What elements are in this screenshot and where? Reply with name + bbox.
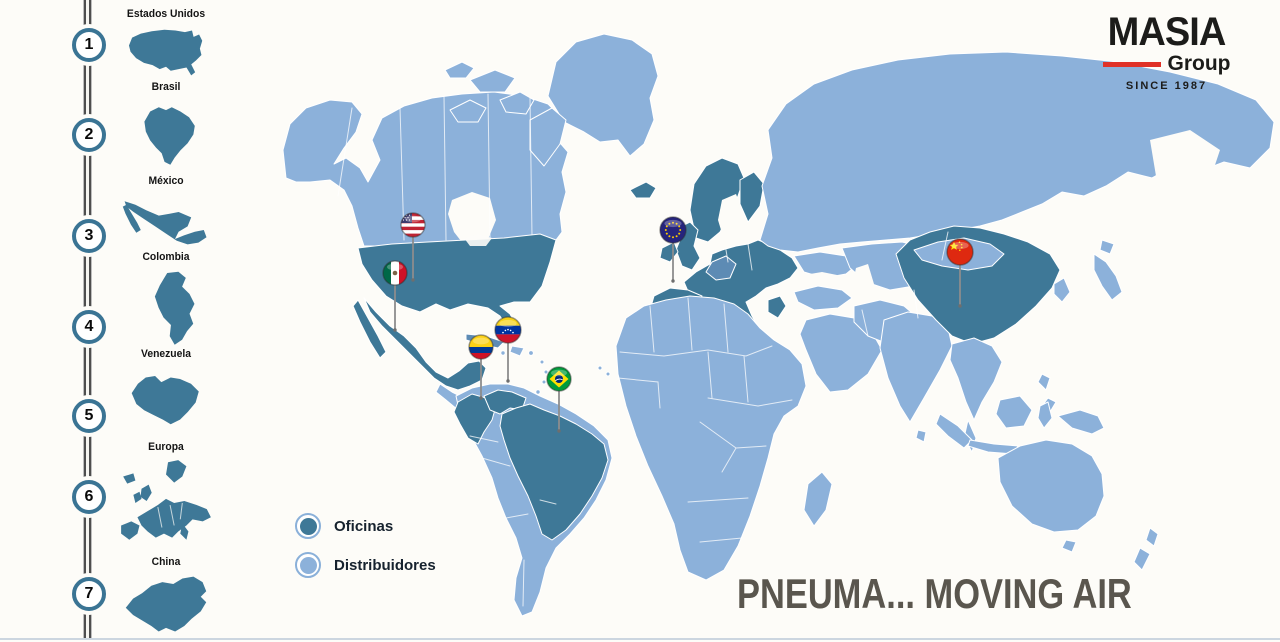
tasmania-shape — [1061, 539, 1077, 553]
sidebar-item-label: Brasil — [151, 81, 181, 93]
sidebar-number-7: 7 — [72, 577, 106, 611]
number-label: 4 — [84, 318, 94, 335]
finland-shape — [739, 171, 765, 223]
map-pins — [382, 212, 974, 433]
sidebar-item-mexico: México — [100, 175, 232, 255]
indonesia-islands — [935, 395, 1105, 455]
iceland-shape — [629, 181, 657, 199]
usa-flag-pin — [400, 212, 426, 282]
number-label: 6 — [84, 488, 94, 505]
legend-label: Distribuidores — [334, 556, 436, 574]
sidebar-number-1: 1 — [72, 28, 106, 62]
sidebar-number-6: 6 — [72, 480, 106, 514]
brazil-shape — [499, 403, 609, 541]
sidebar-number-5: 5 — [72, 399, 106, 433]
sidebar-number-4: 4 — [72, 310, 106, 344]
south-america-borders — [469, 435, 557, 607]
arctic-islands — [444, 61, 567, 167]
mexico-silhouette-icon — [122, 201, 207, 245]
logo-red-line — [1102, 61, 1161, 67]
usa-silhouette-icon — [128, 29, 203, 76]
caspian-sea — [852, 264, 874, 310]
asia-borders — [725, 231, 949, 337]
mexico-flag-pin — [382, 260, 408, 332]
baltic-sea — [718, 194, 742, 240]
mexico-shape — [363, 297, 487, 391]
black-sea — [798, 272, 842, 290]
logo-name: MASIA — [1107, 10, 1227, 54]
turkey-shape — [793, 285, 853, 311]
sidebar-item-china: China — [100, 556, 232, 642]
sidebar-item-label: Colombia — [142, 251, 190, 263]
venezuela-silhouette-icon — [131, 375, 199, 425]
brazil-flag-pin — [546, 366, 572, 433]
sidebar-item-label: Europa — [148, 441, 184, 453]
australia-shape — [997, 439, 1105, 533]
office-legend-icon — [295, 513, 321, 539]
sidebar-item-estados-unidos: Estados Unidos — [100, 8, 232, 82]
hudson-bay — [448, 192, 496, 250]
indochina-shape — [949, 337, 1003, 421]
sidebar-item-label: China — [151, 556, 181, 568]
masia-group-logo: MASIA Group SINCE 1987 — [1079, 12, 1254, 92]
venezuela-flag-pin — [494, 316, 522, 383]
legend-label: Oficinas — [334, 517, 394, 535]
logo-group-text: Group — [1167, 52, 1231, 75]
africa-shape — [615, 295, 807, 581]
logo-since-text: SINCE 1987 — [1125, 80, 1208, 92]
china-silhouette-icon — [125, 576, 207, 632]
tagline-text: PNEUMA... MOVING AIR — [737, 570, 1132, 617]
ireland-shape — [659, 241, 679, 263]
sidebar-item-brasil: Brasil — [100, 81, 232, 179]
number-label: 1 — [84, 36, 94, 53]
map-legend: Oficinas Distribuidores — [295, 513, 436, 591]
new-zealand-islands — [1133, 527, 1159, 571]
legend-item-distributors: Distribuidores — [295, 552, 436, 578]
korea-shape — [1053, 277, 1071, 303]
brazil-silhouette-icon — [144, 107, 195, 165]
india-shape — [879, 311, 953, 423]
greece-shape — [767, 295, 787, 319]
scandinavia-shape — [689, 157, 745, 243]
sidebar-item-label: México — [148, 175, 184, 187]
greenland-shape — [547, 33, 659, 157]
eu-flag-pin — [659, 216, 687, 283]
baja-california-shape — [352, 299, 387, 359]
japan-islands — [1093, 239, 1123, 301]
europe-silhouette-icon — [121, 460, 211, 540]
legend-item-offices: Oficinas — [295, 513, 436, 539]
colombia-silhouette-icon — [154, 271, 195, 345]
sidebar-item-label: Venezuela — [140, 348, 191, 360]
sidebar-item-europa: Europa — [100, 441, 232, 553]
madagascar-shape — [803, 471, 833, 527]
number-label: 3 — [84, 227, 94, 244]
sidebar-item-colombia: Colombia — [100, 251, 232, 351]
continents — [282, 33, 1275, 617]
bottom-divider — [0, 638, 1280, 640]
africa-borders — [617, 297, 793, 543]
arabia-shape — [799, 313, 883, 393]
sidebar-number-3: 3 — [72, 219, 106, 253]
number-label: 7 — [84, 585, 94, 602]
distributor-legend-icon — [295, 552, 321, 578]
china-flag-pin — [946, 238, 974, 308]
great-lakes — [464, 234, 492, 246]
canada-shape — [282, 91, 569, 247]
sea-of-okhotsk — [1150, 130, 1220, 196]
sidebar-item-venezuela: Venezuela — [100, 348, 232, 434]
sri-lanka-shape — [915, 429, 927, 443]
number-label: 2 — [84, 126, 94, 143]
number-label: 5 — [84, 407, 94, 424]
sidebar-number-2: 2 — [72, 118, 106, 152]
sidebar-item-label: Estados Unidos — [126, 8, 206, 20]
colombia-flag-pin — [468, 334, 494, 400]
